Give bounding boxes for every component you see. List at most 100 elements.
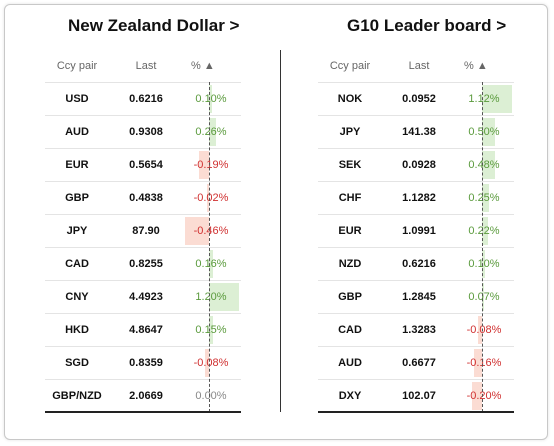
header-last[interactable]: Last xyxy=(135,60,157,72)
nzd-table-body: USD 0.6216 0.10% AUD 0.9308 0.26% EUR 0.5654 -0.… xyxy=(45,82,241,412)
table-row[interactable]: EUR 1.0991 0.22% xyxy=(318,214,514,247)
g10-table-header: Ccy pair Last % ▲ xyxy=(318,57,514,77)
last-price-cell: 1.3283 xyxy=(402,324,436,336)
last-price-cell: 2.0669 xyxy=(129,390,163,402)
pct-change-cell: 0.48% xyxy=(456,149,512,181)
ccy-pair-cell: CHF xyxy=(338,192,362,204)
last-price-cell: 87.90 xyxy=(132,225,160,237)
pct-change-value: 0.10% xyxy=(468,258,500,270)
pct-change-cell: 0.50% xyxy=(456,116,512,148)
table-row[interactable]: CAD 0.8255 0.16% xyxy=(45,247,241,280)
table-row[interactable]: HKD 4.8647 0.15% xyxy=(45,313,241,346)
pct-change-bar xyxy=(209,316,213,344)
header-ccy-pair[interactable]: Ccy pair xyxy=(329,60,371,72)
ccy-pair-cell: JPY xyxy=(66,225,88,237)
pct-change-cell: 0.16% xyxy=(183,248,239,280)
table-row[interactable]: CHF 1.1282 0.25% xyxy=(318,181,514,214)
table-row[interactable]: NOK 0.0952 1.12% xyxy=(318,82,514,115)
pct-change-value: -0.08% xyxy=(466,324,502,336)
pct-change-value: 0.25% xyxy=(468,192,500,204)
table-row[interactable]: GBP/NZD 2.0669 0.00% xyxy=(45,379,241,412)
last-price-cell: 0.6216 xyxy=(129,93,163,105)
table-row[interactable]: SGD 0.8359 -0.08% xyxy=(45,346,241,379)
g10-panel-title[interactable]: G10 Leader board > xyxy=(347,16,507,35)
pct-change-cell: -0.16% xyxy=(456,347,512,379)
table-bottom-rule xyxy=(45,411,241,413)
last-price-cell: 0.9308 xyxy=(129,126,163,138)
last-price-cell: 0.6677 xyxy=(402,357,436,369)
table-row[interactable]: DXY 102.07 -0.20% xyxy=(318,379,514,412)
ccy-pair-cell: GBP xyxy=(65,192,89,204)
table-row[interactable]: SEK 0.0928 0.48% xyxy=(318,148,514,181)
pct-change-bar xyxy=(482,85,512,113)
last-price-cell: 102.07 xyxy=(402,390,436,402)
pct-change-value: 0.26% xyxy=(195,126,227,138)
pct-change-cell: 0.25% xyxy=(456,182,512,214)
nzd-table-header: Ccy pair Last % ▲ xyxy=(45,57,241,77)
pct-change-value: -0.46% xyxy=(193,225,229,237)
ccy-pair-cell: SGD xyxy=(65,357,89,369)
pct-change-bar xyxy=(471,382,482,410)
ccy-pair-cell: JPY xyxy=(339,126,361,138)
last-price-cell: 4.4923 xyxy=(129,291,163,303)
header-last[interactable]: Last xyxy=(408,60,430,72)
pct-change-bar xyxy=(185,217,209,245)
ccy-pair-cell: CNY xyxy=(65,291,89,303)
table-row[interactable]: AUD 0.9308 0.26% xyxy=(45,115,241,148)
pct-change-cell: -0.02% xyxy=(183,182,239,214)
table-row[interactable]: GBP 0.4838 -0.02% xyxy=(45,181,241,214)
pct-change-value: 0.07% xyxy=(468,291,500,303)
pct-change-cell: -0.19% xyxy=(183,149,239,181)
ccy-pair-cell: NZD xyxy=(338,258,362,270)
pct-change-value: -0.02% xyxy=(193,192,229,204)
table-row[interactable]: EUR 0.5654 -0.19% xyxy=(45,148,241,181)
pct-change-value: 0.48% xyxy=(468,159,500,171)
ccy-pair-cell: EUR xyxy=(65,159,89,171)
pct-change-value: 0.22% xyxy=(468,225,500,237)
last-price-cell: 1.2845 xyxy=(402,291,436,303)
pct-change-cell: 0.07% xyxy=(456,281,512,313)
pct-change-bar xyxy=(204,349,209,377)
header-pct-sort[interactable]: % ▲ xyxy=(464,60,488,72)
last-price-cell: 0.8255 xyxy=(129,258,163,270)
pct-change-value: 0.00% xyxy=(195,390,227,402)
last-price-cell: 0.0952 xyxy=(402,93,436,105)
table-row[interactable]: USD 0.6216 0.10% xyxy=(45,82,241,115)
last-price-cell: 0.5654 xyxy=(129,159,163,171)
pct-change-cell: 0.26% xyxy=(183,116,239,148)
pct-change-cell: -0.08% xyxy=(183,347,239,379)
pct-change-bar xyxy=(477,316,482,344)
pct-change-bar xyxy=(209,250,213,278)
pct-change-value: 0.10% xyxy=(195,93,227,105)
zero-axis-line xyxy=(209,82,210,412)
pct-change-cell: -0.46% xyxy=(183,215,239,247)
table-row[interactable]: CAD 1.3283 -0.08% xyxy=(318,313,514,346)
table-row[interactable]: NZD 0.6216 0.10% xyxy=(318,247,514,280)
table-row[interactable]: GBP 1.2845 0.07% xyxy=(318,280,514,313)
pct-change-value: -0.08% xyxy=(193,357,229,369)
widget-frame: New Zealand Dollar > Ccy pair Last % ▲ U… xyxy=(4,4,548,440)
pct-change-bar xyxy=(207,184,209,212)
last-price-cell: 0.4838 xyxy=(129,192,163,204)
nzd-panel-title[interactable]: New Zealand Dollar > xyxy=(68,16,240,35)
last-price-cell: 1.1282 xyxy=(402,192,436,204)
last-price-cell: 0.6216 xyxy=(402,258,436,270)
ccy-pair-cell: AUD xyxy=(65,126,89,138)
panel-divider xyxy=(280,50,281,412)
header-ccy-pair[interactable]: Ccy pair xyxy=(56,60,98,72)
table-row[interactable]: AUD 0.6677 -0.16% xyxy=(318,346,514,379)
header-pct-sort[interactable]: % ▲ xyxy=(191,60,215,72)
pct-change-cell: -0.20% xyxy=(456,380,512,412)
ccy-pair-cell: USD xyxy=(65,93,89,105)
pct-change-cell: 0.10% xyxy=(183,83,239,115)
pct-change-value: 0.16% xyxy=(195,258,227,270)
table-row[interactable]: CNY 4.4923 1.20% xyxy=(45,280,241,313)
ccy-pair-cell: HKD xyxy=(65,324,89,336)
table-row[interactable]: JPY 87.90 -0.46% xyxy=(45,214,241,247)
g10-table-body: NOK 0.0952 1.12% JPY 141.38 0.50% SEK 0.0928 0.4… xyxy=(318,82,514,412)
pct-change-cell: 0.15% xyxy=(183,314,239,346)
pct-change-bar xyxy=(482,217,488,245)
table-row[interactable]: JPY 141.38 0.50% xyxy=(318,115,514,148)
ccy-pair-cell: NOK xyxy=(337,93,363,105)
table-bottom-rule xyxy=(318,411,514,413)
